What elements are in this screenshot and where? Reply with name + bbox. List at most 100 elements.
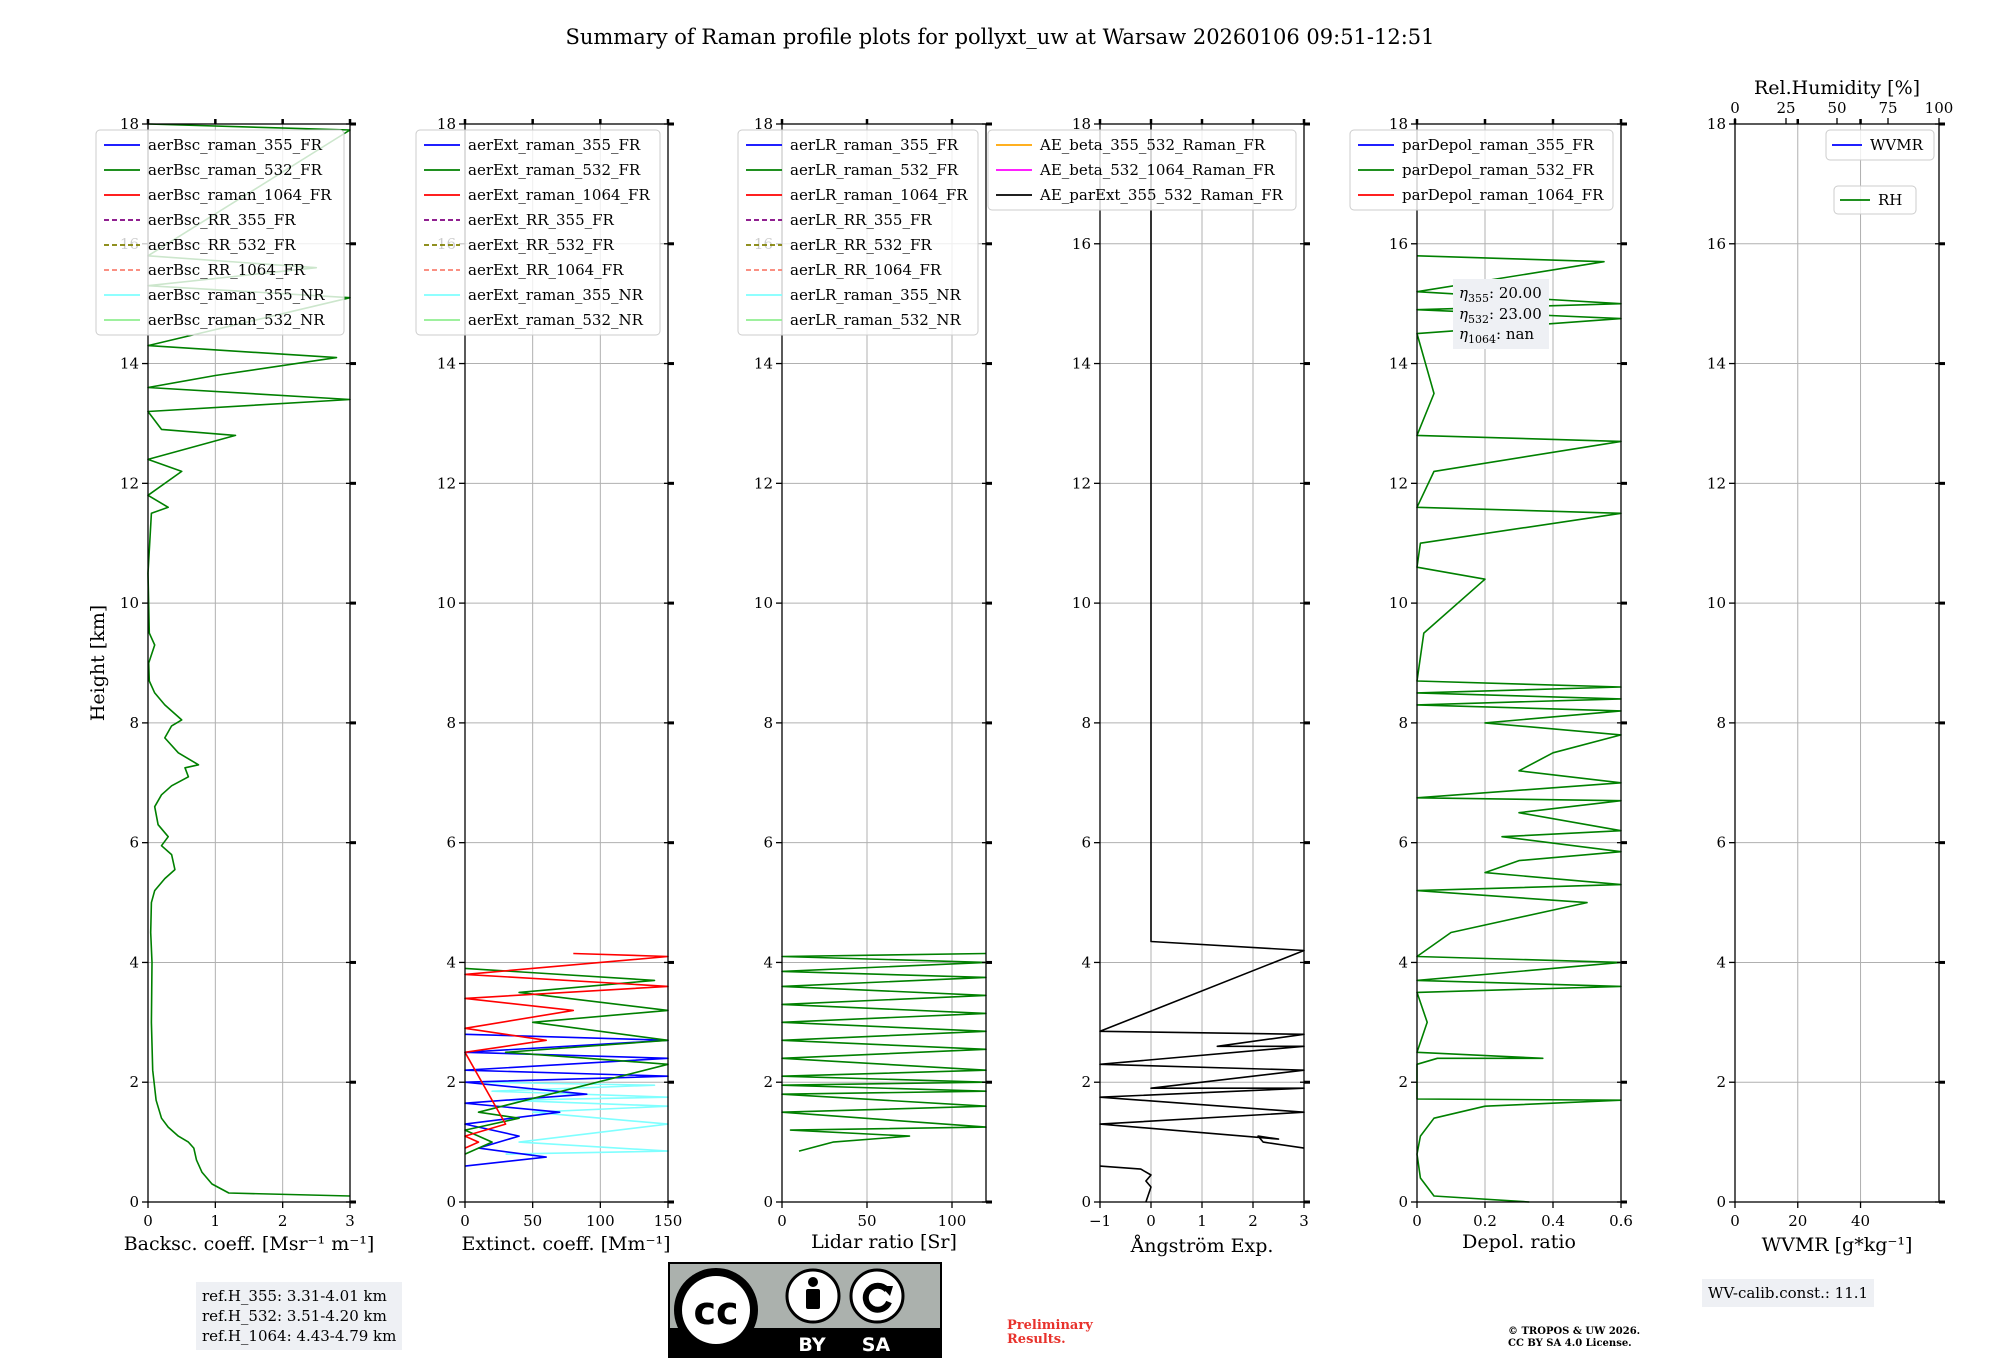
series-ae-parext-355-532-raman-fr-upper (1099, 124, 1305, 1149)
eta-355-value: 20.00 (1499, 284, 1542, 302)
y-tick-label: 0 (446, 1193, 456, 1211)
legend-label: aerLR_raman_1064_FR (790, 186, 968, 204)
y-tick-label: 6 (1081, 834, 1091, 852)
legend-label: parDepol_raman_1064_FR (1402, 186, 1604, 204)
x2-tick-label: 0 (1730, 99, 1740, 117)
y-tick-label: 18 (1707, 115, 1726, 133)
legend-label: aerBsc_raman_355_NR (148, 286, 325, 304)
eta-annotation: η355: 20.00 η532: 23.00 η1064: nan (1453, 279, 1549, 349)
y-tick-label: 14 (754, 355, 773, 373)
x-tick-label: 0 (1146, 1212, 1156, 1230)
ref-h-355: ref.H_355: 3.31-4.01 km (202, 1287, 387, 1305)
legend-label: parDepol_raman_355_FR (1402, 136, 1595, 154)
legend-box: AE_beta_355_532_Raman_FR AE_beta_532_1064… (987, 129, 1297, 211)
axes-frame (147, 123, 351, 1203)
x-tick-label: 40 (1851, 1212, 1870, 1230)
cc-icon-letters: cc (693, 1289, 738, 1333)
x-tick-label: −1 (1089, 1212, 1111, 1230)
x-axis-label: Ångström Exp. (1130, 1235, 1274, 1257)
legend-label: RH (1878, 191, 1902, 209)
legend-box: parDepol_raman_355_FR parDepol_raman_532_… (1349, 129, 1614, 211)
y-tick-label: 8 (763, 714, 773, 732)
by-icon (785, 1268, 841, 1324)
y-tick-label: 14 (1389, 355, 1408, 373)
x-tick-label: 3 (1299, 1212, 1309, 1230)
cc-icon-inner (682, 1276, 750, 1344)
series-aerext-raman-355-fr (464, 1033, 669, 1167)
legend-box: aerLR_raman_355_FR aerLR_raman_532_FR aerL… (737, 129, 979, 336)
y-tick-label: 4 (1716, 953, 1726, 971)
x-tick-label: 0 (777, 1212, 787, 1230)
y-tick-label: 6 (1716, 834, 1726, 852)
legend-label: aerBsc_RR_355_FR (148, 211, 296, 229)
y-tick-label: 14 (1072, 355, 1091, 373)
y-tick-label: 18 (1072, 115, 1091, 133)
y-tick-label: 0 (1398, 1193, 1408, 1211)
series-aerlr-raman-532-fr (781, 952, 987, 1152)
wv-calib-box: WV-calib.const.: 11.1 (1702, 1279, 1875, 1307)
y-tick-label: 6 (129, 834, 139, 852)
y-tick-label: 10 (1707, 594, 1726, 612)
x-tick-label: 100 (586, 1212, 615, 1230)
x-tick-label: 0 (1412, 1212, 1422, 1230)
x-tick-label: 20 (1788, 1212, 1807, 1230)
y-tick-label: 10 (120, 594, 139, 612)
x-tick-label: 0 (143, 1212, 153, 1230)
y-tick-label: 8 (446, 714, 456, 732)
x-tick-label: 0 (1730, 1212, 1740, 1230)
legend-label: aerLR_raman_532_FR (790, 161, 959, 179)
y-tick-label: 0 (763, 1193, 773, 1211)
y-tick-label: 8 (1716, 714, 1726, 732)
x2-tick-label: 100 (1925, 99, 1954, 117)
series-aerbsc-raman-532-fr (147, 123, 351, 1197)
legend-label: parDepol_raman_532_FR (1402, 161, 1595, 179)
legend-entries: AE_beta_355_532_Raman_FR AE_beta_532_1064… (996, 136, 1284, 204)
legend-label: aerBsc_raman_1064_FR (148, 186, 332, 204)
legend-label: aerExt_RR_1064_FR (468, 261, 624, 279)
lidar-ratio-panel: 024681012141618050100 aerLR_raman_355_FR… (737, 115, 992, 1253)
axes-frame (781, 123, 987, 1203)
legend-label: aerBsc_raman_532_FR (148, 161, 323, 179)
y-tick-label: 14 (437, 355, 456, 373)
y-tick-label: 8 (1081, 714, 1091, 732)
copyright-line-1: © TROPOS & UW 2026. (1508, 1326, 1641, 1337)
y-tick-label: 4 (1081, 953, 1091, 971)
y-tick-label: 18 (120, 115, 139, 133)
legend-entries: RH (1840, 191, 1902, 209)
eta-box (1453, 279, 1549, 349)
x-tick-label: 2 (1248, 1212, 1258, 1230)
y-tick-label: 10 (1072, 594, 1091, 612)
y-tick-label: 6 (763, 834, 773, 852)
preliminary-note: Preliminary Results. (1007, 1319, 1093, 1347)
wvmr-legend-box: WVMR (1825, 129, 1935, 161)
y-tick-label: 0 (1716, 1193, 1726, 1211)
legend-label: AE_parExt_355_532_Raman_FR (1039, 186, 1284, 204)
legend-entries: parDepol_raman_355_FR parDepol_raman_532_… (1358, 136, 1604, 204)
x-axis-label: Depol. ratio (1462, 1231, 1576, 1253)
x-tick-label: 50 (523, 1212, 542, 1230)
y-tick-label: 12 (754, 474, 773, 492)
eta-1064-value: nan (1506, 325, 1535, 343)
y-tick-label: 14 (1707, 355, 1726, 373)
y-tick-label: 18 (437, 115, 456, 133)
legend-label: WVMR (1870, 136, 1924, 154)
legend-label: aerExt_raman_355_FR (468, 136, 641, 154)
legend-entries: aerLR_raman_355_FR aerLR_raman_532_FR aerL… (746, 136, 968, 329)
ref-h-1064: ref.H_1064: 4.43-4.79 km (202, 1327, 397, 1345)
by-label: BY (798, 1334, 825, 1356)
y-tick-label: 2 (446, 1073, 456, 1091)
x-axis-label: Lidar ratio [Sr] (811, 1231, 957, 1253)
y-tick-label: 6 (446, 834, 456, 852)
y-tick-label: 2 (1716, 1073, 1726, 1091)
y-tick-label: 10 (1389, 594, 1408, 612)
legend-label: aerLR_RR_532_FR (790, 236, 932, 254)
y-tick-label: 2 (129, 1073, 139, 1091)
x-tick-label: 1 (211, 1212, 221, 1230)
legend-label: AE_beta_532_1064_Raman_FR (1039, 161, 1275, 179)
extinction-panel: 024681012141618050100150 aerExt_raman_35… (415, 115, 682, 1255)
